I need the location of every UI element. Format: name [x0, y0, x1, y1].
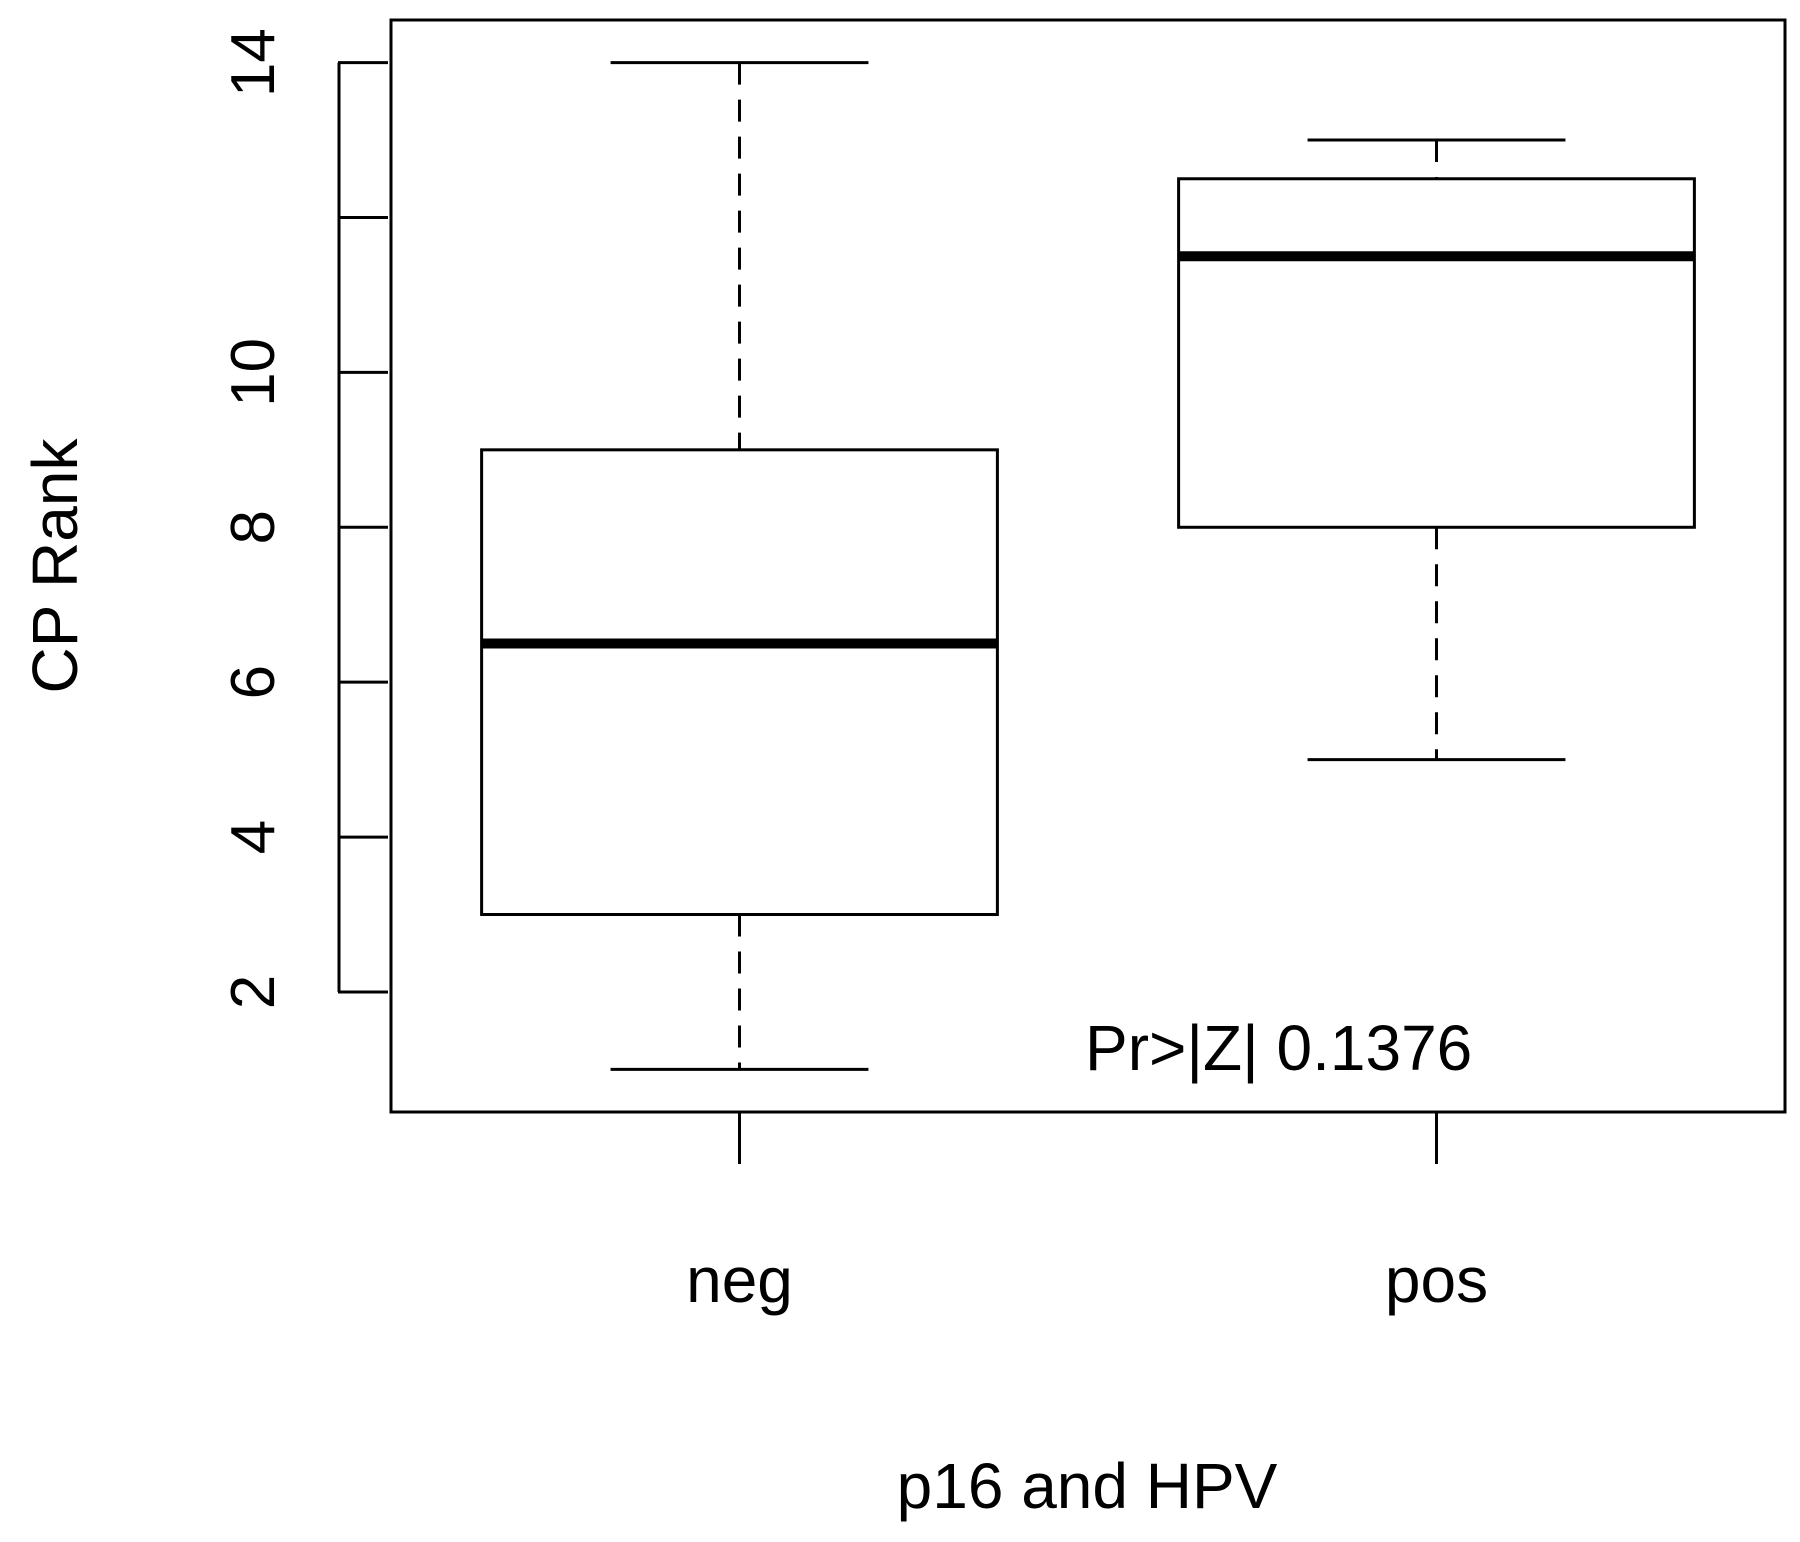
- x-axis-title: p16 and HPV: [897, 1450, 1278, 1522]
- x-tick-label-pos: pos: [1385, 1244, 1488, 1316]
- y-axis: 2 4 6 8 10 14: [219, 28, 388, 1009]
- annotation-text: Pr>|Z| 0.1376: [1085, 1012, 1472, 1084]
- x-tick-label-neg: neg: [686, 1244, 793, 1316]
- y-axis-title: CP Rank: [19, 438, 91, 694]
- y-tick-label-6: 6: [219, 665, 288, 699]
- y-tick-label-10: 10: [219, 338, 288, 407]
- y-tick-label-4: 4: [219, 820, 288, 854]
- box-pos: [1177, 177, 1696, 529]
- x-axis: neg pos: [686, 1112, 1488, 1316]
- y-tick-label-14: 14: [219, 28, 288, 97]
- boxes-group: [480, 61, 1696, 1071]
- plot-frame: [389, 18, 1787, 1114]
- y-tick-label-8: 8: [219, 510, 288, 544]
- y-tick-label-2: 2: [219, 975, 288, 1009]
- box-neg: [480, 448, 999, 917]
